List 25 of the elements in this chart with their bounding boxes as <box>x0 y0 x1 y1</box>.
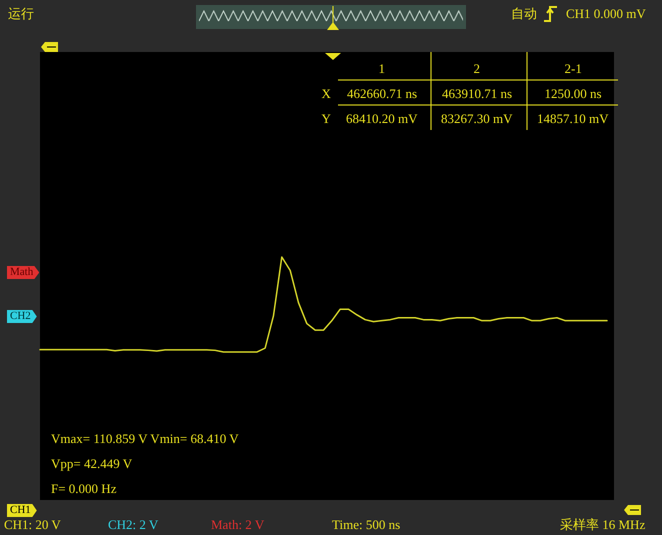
text: CH1 0.000 mV <box>566 6 646 22</box>
text: X <box>322 86 331 102</box>
text: 2 <box>474 61 480 77</box>
text: 463910.71 ns <box>442 86 512 102</box>
text: 68410.20 mV <box>346 111 418 127</box>
text: 2-1 <box>564 61 582 77</box>
text: 462660.71 ns <box>347 86 418 102</box>
annotation: Vpp= 42.449 V <box>51 456 132 472</box>
text: 1250.00 ns <box>544 86 602 102</box>
annotation: Vmax= 110.859 V Vmin= 68.410 V <box>51 431 239 447</box>
text: 14857.10 mV <box>537 111 608 127</box>
text: 自动 <box>511 6 537 22</box>
text: Math: 2 V <box>211 517 264 533</box>
text: 采样率 16 MHz <box>560 517 646 533</box>
text: 83267.30 mV <box>441 111 512 127</box>
text: 运行 <box>8 6 34 22</box>
text: CH1: 20 V <box>4 517 61 533</box>
text: Y <box>322 111 331 127</box>
text: CH2 <box>7 310 37 323</box>
text: Math <box>7 266 40 279</box>
text: CH1 <box>7 504 37 517</box>
text: CH2: 2 V <box>108 517 158 533</box>
annotation: F= 0.000 Hz <box>51 481 116 497</box>
text: 1 <box>378 61 385 77</box>
text: Time: 500 ns <box>332 517 400 533</box>
